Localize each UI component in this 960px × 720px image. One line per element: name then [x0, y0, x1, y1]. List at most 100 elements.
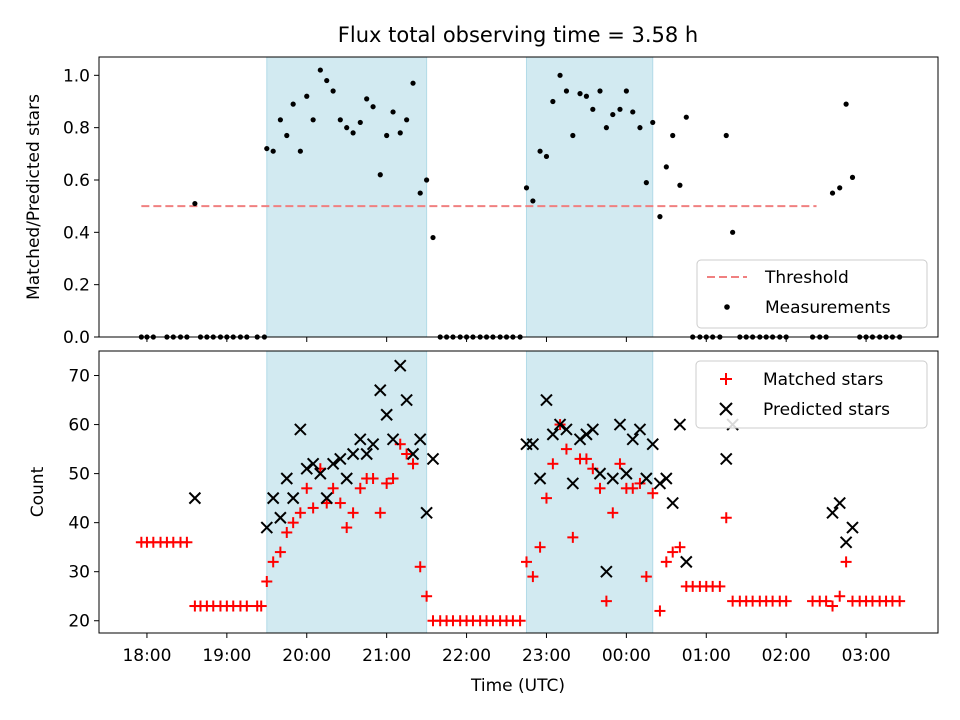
matched-star-point — [840, 556, 852, 568]
predicted-star-point — [633, 423, 647, 436]
matched-star-point — [654, 605, 666, 617]
matched-star-point — [594, 482, 606, 494]
predicted-star-point — [280, 472, 293, 485]
measurement-point — [603, 125, 609, 131]
measurement-point — [723, 132, 729, 139]
measurement-points — [138, 67, 903, 340]
x-tick-label: 19:00 — [202, 646, 251, 666]
x-tick-label: 18:00 — [122, 646, 171, 666]
measurement-point — [404, 117, 410, 123]
measurement-point — [337, 117, 343, 123]
y-tick-label: 50 — [68, 465, 90, 485]
measurement-point — [643, 180, 649, 186]
predicted-star-point — [380, 408, 393, 421]
measurement-point — [410, 80, 416, 86]
predicted-star-point — [826, 506, 839, 520]
top-y-axis-label: Matched/Predicted stars — [24, 94, 44, 300]
matched-star-point — [640, 571, 652, 583]
matched-star-point — [520, 556, 532, 568]
matched-star-point — [780, 595, 792, 607]
predicted-star-point — [833, 496, 846, 510]
x-tick-label: 20:00 — [282, 646, 331, 666]
matched-star-point — [547, 458, 559, 470]
x-tick-label: 00:00 — [602, 646, 651, 666]
predicted-star-point — [414, 433, 427, 446]
measurements-legend-swatch — [724, 304, 730, 310]
y-tick-label: 20 — [68, 612, 90, 632]
predicted-star-point — [406, 447, 420, 461]
x-tick-label: 01:00 — [682, 646, 731, 666]
matched-star-point — [580, 453, 592, 465]
y-tick-label: 60 — [68, 416, 90, 436]
x-tick-label: 02:00 — [762, 646, 811, 666]
measurement-point — [290, 101, 296, 107]
y-tick-label: 0.2 — [63, 276, 90, 296]
measurement-point — [563, 88, 570, 94]
measurement-point — [357, 119, 363, 126]
measurement-point — [264, 145, 270, 152]
matched-star-point — [294, 507, 306, 519]
top-x-ticks — [146, 337, 867, 342]
measurement-point — [192, 200, 198, 207]
predicted-star-point — [366, 437, 380, 451]
matched-star-point — [560, 443, 572, 455]
measurement-point — [277, 117, 283, 123]
matched-star-point — [255, 600, 267, 612]
x-tick-label: 23:00 — [522, 646, 571, 666]
measurement-point — [424, 177, 430, 183]
shaded-region-1 — [266, 56, 428, 338]
y-tick-label: 0.4 — [63, 223, 90, 243]
measurement-point — [570, 132, 576, 139]
matched-star-point — [567, 531, 579, 543]
matched-star-point — [374, 507, 386, 519]
x-tick-label: 03:00 — [842, 646, 891, 666]
predicted-star-point — [266, 491, 280, 505]
measurement-point — [397, 130, 403, 136]
top-shaded-regions — [266, 56, 654, 338]
bottom-x-ticks: 18:00 19:00 20:00 21:00 22:00 23:00 00:00 01:00… — [122, 633, 891, 666]
matched-star-point — [347, 507, 359, 519]
matched-star-point — [241, 600, 253, 612]
measurement-point — [843, 101, 849, 107]
measurement-point — [430, 234, 436, 241]
measurement-point — [523, 185, 530, 191]
measurement-point — [610, 111, 616, 118]
shaded-region-2 — [525, 56, 654, 338]
y-tick-label: 0.6 — [63, 171, 90, 191]
predicted-star-point — [580, 428, 593, 441]
matched-star-point — [540, 492, 552, 504]
predicted-star-point — [566, 477, 580, 490]
predicted-star-point — [286, 491, 300, 505]
top-legend-box — [696, 259, 928, 329]
predicted-star-point — [593, 467, 607, 480]
matched-star-point — [421, 590, 433, 602]
predicted-star-point — [646, 437, 659, 451]
measurement-point — [650, 119, 656, 126]
predicted-star-point — [420, 506, 433, 520]
predicted-legend-swatch — [719, 402, 733, 416]
predicted-star-point — [640, 472, 653, 485]
measurement-point — [297, 148, 303, 154]
predicted-star-point — [274, 511, 287, 524]
matched-star-point — [181, 536, 193, 548]
matched-star-point — [720, 512, 732, 524]
threshold-legend-label: Threshold — [764, 268, 849, 288]
matched-star-point — [261, 576, 273, 588]
measurement-point — [377, 172, 383, 178]
predicted-star-point — [600, 565, 613, 578]
top-panel: 0.0 0.2 0.4 0.6 0.8 1.0 Flux total observing … — [24, 23, 939, 348]
predicted-star-point — [374, 384, 387, 397]
predicted-star-point — [320, 491, 333, 505]
matched-star-point — [381, 477, 393, 489]
predicted-star-point — [300, 462, 313, 475]
y-tick-label: 1.0 — [63, 66, 90, 86]
measurement-point — [304, 93, 310, 99]
matched-star-point — [627, 482, 639, 494]
predicted-star-point — [294, 423, 307, 436]
measurement-point — [364, 96, 370, 102]
measurements-legend-label: Measurements — [765, 298, 891, 318]
predicted-star-point — [660, 472, 673, 485]
x-tick-label: 22:00 — [442, 646, 491, 666]
matched-star-point — [274, 546, 286, 558]
predicted-star-point — [606, 472, 619, 485]
